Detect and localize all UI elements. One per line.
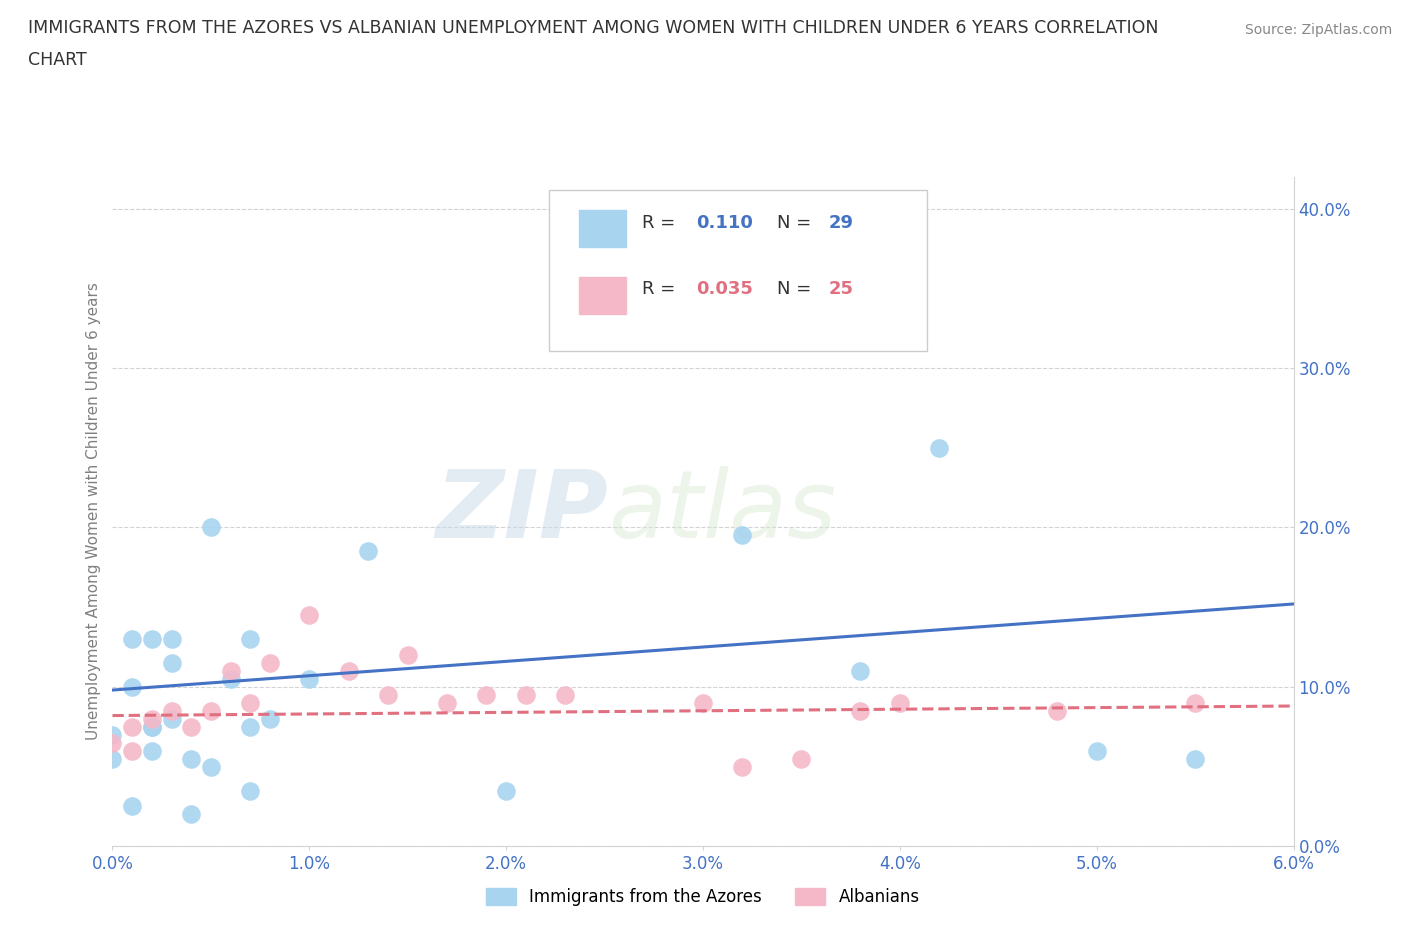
Point bbox=[141, 743, 163, 758]
Point bbox=[396, 647, 419, 662]
Bar bbox=[579, 277, 626, 314]
Point bbox=[141, 631, 163, 646]
Point bbox=[200, 703, 222, 718]
Point bbox=[160, 631, 183, 646]
Text: ZIP: ZIP bbox=[436, 466, 609, 557]
Point bbox=[889, 696, 911, 711]
Point bbox=[377, 687, 399, 702]
Point bbox=[554, 687, 576, 702]
Text: Source: ZipAtlas.com: Source: ZipAtlas.com bbox=[1244, 23, 1392, 37]
Point bbox=[259, 711, 281, 726]
Point bbox=[1046, 703, 1069, 718]
Point bbox=[239, 631, 262, 646]
Point bbox=[141, 719, 163, 734]
Point bbox=[298, 607, 321, 622]
Text: 29: 29 bbox=[828, 214, 853, 232]
Text: N =: N = bbox=[778, 281, 817, 299]
Text: IMMIGRANTS FROM THE AZORES VS ALBANIAN UNEMPLOYMENT AMONG WOMEN WITH CHILDREN UN: IMMIGRANTS FROM THE AZORES VS ALBANIAN U… bbox=[28, 19, 1159, 36]
Point bbox=[121, 631, 143, 646]
Point bbox=[101, 736, 124, 751]
Text: R =: R = bbox=[641, 214, 681, 232]
Point bbox=[160, 703, 183, 718]
Point bbox=[515, 687, 537, 702]
Text: N =: N = bbox=[778, 214, 817, 232]
Point bbox=[928, 440, 950, 455]
Bar bbox=[579, 210, 626, 247]
Point bbox=[849, 703, 872, 718]
Text: 0.035: 0.035 bbox=[696, 281, 752, 299]
Point bbox=[239, 696, 262, 711]
Point bbox=[121, 719, 143, 734]
Point bbox=[121, 680, 143, 695]
Point bbox=[1184, 696, 1206, 711]
Point bbox=[121, 799, 143, 814]
Point bbox=[436, 696, 458, 711]
Point bbox=[141, 719, 163, 734]
Point bbox=[160, 711, 183, 726]
Point bbox=[160, 656, 183, 671]
Point bbox=[692, 696, 714, 711]
Point bbox=[259, 656, 281, 671]
Point bbox=[298, 671, 321, 686]
Y-axis label: Unemployment Among Women with Children Under 6 years: Unemployment Among Women with Children U… bbox=[86, 283, 101, 740]
Point bbox=[180, 719, 202, 734]
Point bbox=[475, 687, 498, 702]
Point bbox=[790, 751, 813, 766]
Point bbox=[141, 711, 163, 726]
Point bbox=[121, 743, 143, 758]
Point bbox=[219, 671, 242, 686]
Point bbox=[180, 751, 202, 766]
Text: 0.110: 0.110 bbox=[696, 214, 752, 232]
Point bbox=[239, 719, 262, 734]
Point bbox=[1085, 743, 1108, 758]
Text: R =: R = bbox=[641, 281, 681, 299]
Point bbox=[1184, 751, 1206, 766]
Text: CHART: CHART bbox=[28, 51, 87, 69]
Point bbox=[495, 783, 517, 798]
Point bbox=[180, 807, 202, 822]
Point bbox=[239, 783, 262, 798]
Point bbox=[200, 520, 222, 535]
Point bbox=[219, 663, 242, 678]
Text: atlas: atlas bbox=[609, 466, 837, 557]
Point bbox=[731, 759, 754, 774]
Point bbox=[101, 727, 124, 742]
Point bbox=[357, 544, 380, 559]
Point bbox=[731, 528, 754, 543]
Point bbox=[849, 663, 872, 678]
Point bbox=[337, 663, 360, 678]
FancyBboxPatch shape bbox=[550, 190, 928, 351]
Point bbox=[101, 751, 124, 766]
Legend: Immigrants from the Azores, Albanians: Immigrants from the Azores, Albanians bbox=[479, 881, 927, 912]
Text: 25: 25 bbox=[828, 281, 853, 299]
Point bbox=[200, 759, 222, 774]
